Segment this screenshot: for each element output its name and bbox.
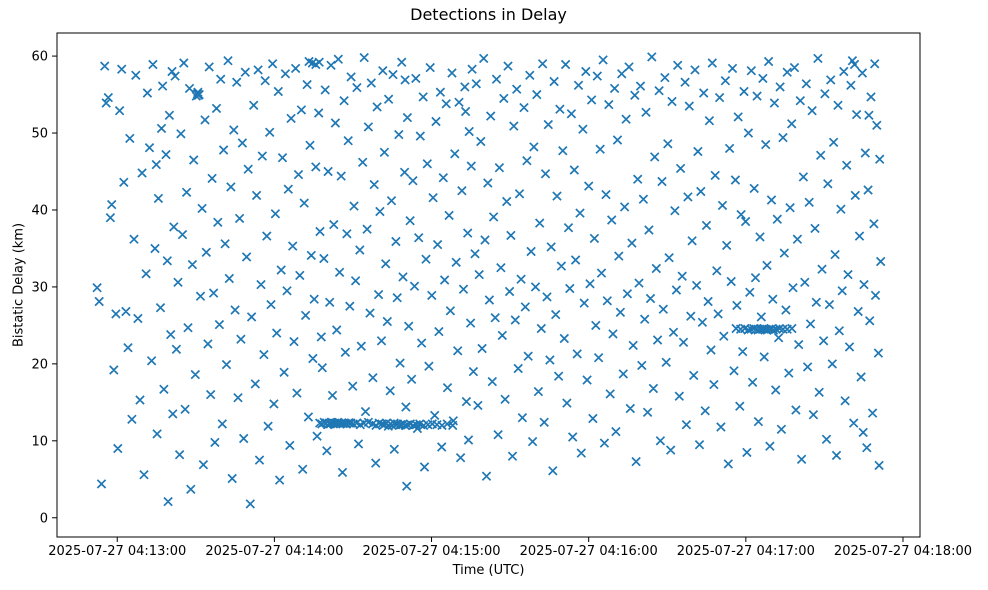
y-tick-label: 50 [31, 127, 48, 142]
x-tick-label: 2025-07-27 04:17:00 [677, 544, 815, 559]
x-tick-label: 2025-07-27 04:16:00 [520, 544, 658, 559]
axes-box [56, 32, 921, 538]
x-tick-label: 2025-07-27 04:13:00 [48, 544, 186, 559]
x-tick-label: 2025-07-27 04:18:00 [834, 544, 972, 559]
y-tick-label: 10 [31, 434, 48, 449]
x-axis-label: Time (UTC) [452, 563, 525, 578]
x-tick-label: 2025-07-27 04:14:00 [205, 544, 343, 559]
x-tick-label: 2025-07-27 04:15:00 [362, 544, 500, 559]
y-tick-label: 60 [31, 50, 48, 65]
y-tick-label: 30 [31, 280, 48, 295]
scatter-markers [92, 52, 886, 509]
y-tick-label: 0 [40, 511, 48, 526]
y-axis-label: Bistatic Delay (km) [11, 222, 27, 348]
chart-title: Detections in Delay [410, 5, 567, 24]
y-tick-label: 40 [31, 203, 48, 218]
y-tick-label: 20 [31, 357, 48, 372]
